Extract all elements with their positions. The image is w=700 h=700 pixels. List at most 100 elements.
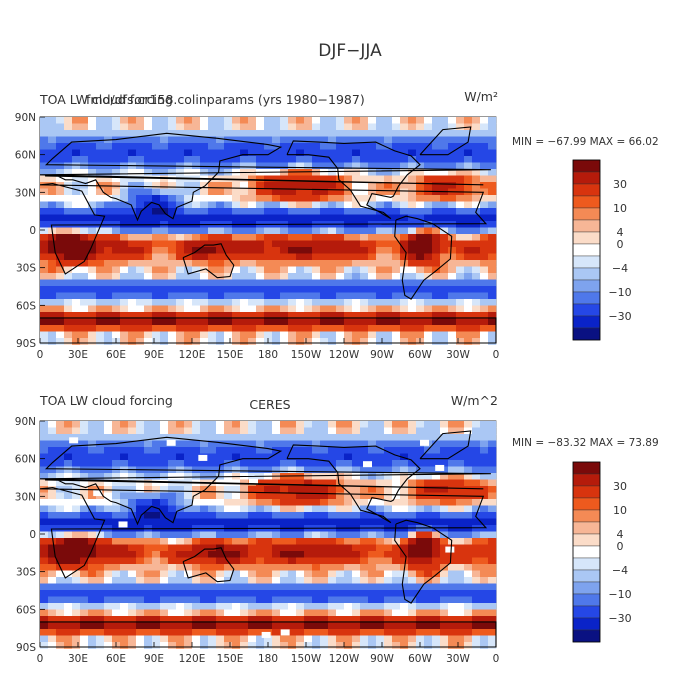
field-cell <box>160 616 169 623</box>
field-cell <box>272 427 281 435</box>
field-cell <box>344 305 353 313</box>
field-cell <box>464 247 473 254</box>
field-cell <box>392 434 401 441</box>
field-cell <box>192 156 201 163</box>
field-cell <box>360 292 369 300</box>
field-cell <box>200 273 209 280</box>
field-cell <box>432 162 441 170</box>
field-cell <box>224 208 233 215</box>
field-cell <box>144 479 153 487</box>
field-cell <box>208 603 217 610</box>
field-cell <box>376 635 385 643</box>
field-cell <box>368 279 377 287</box>
field-cell <box>208 499 217 506</box>
field-cell <box>216 260 225 267</box>
field-cell <box>48 434 57 441</box>
field-cell <box>56 440 65 448</box>
field-cell <box>192 130 201 137</box>
colorbar-label: −4 <box>612 262 628 275</box>
field-cell <box>256 338 265 345</box>
field-cell <box>272 440 281 448</box>
field-cell <box>384 182 393 189</box>
field-cell <box>288 505 297 513</box>
field-cell <box>128 551 137 558</box>
field-cell <box>392 143 401 150</box>
field-cell <box>136 305 145 313</box>
field-cell <box>200 603 209 610</box>
field-cell <box>424 169 433 176</box>
field-cell <box>456 609 465 617</box>
field-cell <box>136 338 145 345</box>
field-cell <box>96 312 105 319</box>
field-cell <box>456 564 465 571</box>
colorbar-label: −30 <box>608 612 631 625</box>
field-cell <box>456 616 465 623</box>
field-cell <box>472 635 481 643</box>
field-cell <box>168 169 177 176</box>
field-cell <box>416 149 425 157</box>
field-cell <box>248 551 257 558</box>
field-cell <box>480 201 489 209</box>
field-cell <box>184 499 193 506</box>
field-cell <box>176 156 185 163</box>
field-cell <box>56 130 65 137</box>
field-cell <box>368 338 377 345</box>
field-cell <box>296 156 305 163</box>
field-cell <box>400 635 409 643</box>
field-cell <box>312 195 321 202</box>
field-cell <box>360 338 369 345</box>
field-cell <box>264 240 273 248</box>
field-cell <box>280 616 289 623</box>
field-cell <box>160 279 169 287</box>
field-cell <box>184 208 193 215</box>
field-cell <box>256 130 265 137</box>
field-cell <box>120 427 129 435</box>
field-cell <box>400 421 409 428</box>
coastline <box>182 243 235 279</box>
field-cell <box>224 570 233 578</box>
field-cell <box>64 312 73 319</box>
field-cell <box>448 299 457 306</box>
field-cell <box>344 590 353 597</box>
field-cell <box>456 622 465 630</box>
field-cell <box>40 221 49 228</box>
field-cell <box>280 227 289 235</box>
field-cell <box>72 331 81 339</box>
field-cell <box>480 427 489 435</box>
field-cell <box>416 331 425 339</box>
field-cell <box>472 421 481 428</box>
field-cell <box>128 421 137 428</box>
field-cell <box>432 453 441 461</box>
field-cell <box>352 162 361 170</box>
field-cell <box>320 156 329 163</box>
field-cell <box>384 305 393 313</box>
field-cell <box>384 130 393 137</box>
field-cell <box>368 538 377 545</box>
field-cell <box>48 175 57 183</box>
field-cell <box>136 479 145 487</box>
field-cell <box>240 279 249 287</box>
field-cell <box>80 590 89 597</box>
field-cell <box>248 583 257 591</box>
field-cell <box>304 453 313 461</box>
field-cell <box>136 175 145 183</box>
field-cell <box>80 273 89 280</box>
field-cell <box>256 590 265 597</box>
field-cell <box>344 130 353 137</box>
field-cell <box>128 279 137 287</box>
field-cell <box>472 175 481 183</box>
field-cell <box>368 531 377 539</box>
field-cell <box>80 518 89 526</box>
field-cell <box>104 479 113 487</box>
field-cell <box>368 240 377 248</box>
field-cell <box>328 318 337 326</box>
field-cell <box>336 557 345 565</box>
field-cell <box>288 123 297 131</box>
field-cell <box>424 299 433 306</box>
field-cell <box>280 460 289 467</box>
field-cell <box>248 434 257 441</box>
colorbar-swatch <box>572 497 601 511</box>
field-cell <box>96 136 105 144</box>
field-cell <box>160 518 169 526</box>
field-cell <box>360 143 369 150</box>
